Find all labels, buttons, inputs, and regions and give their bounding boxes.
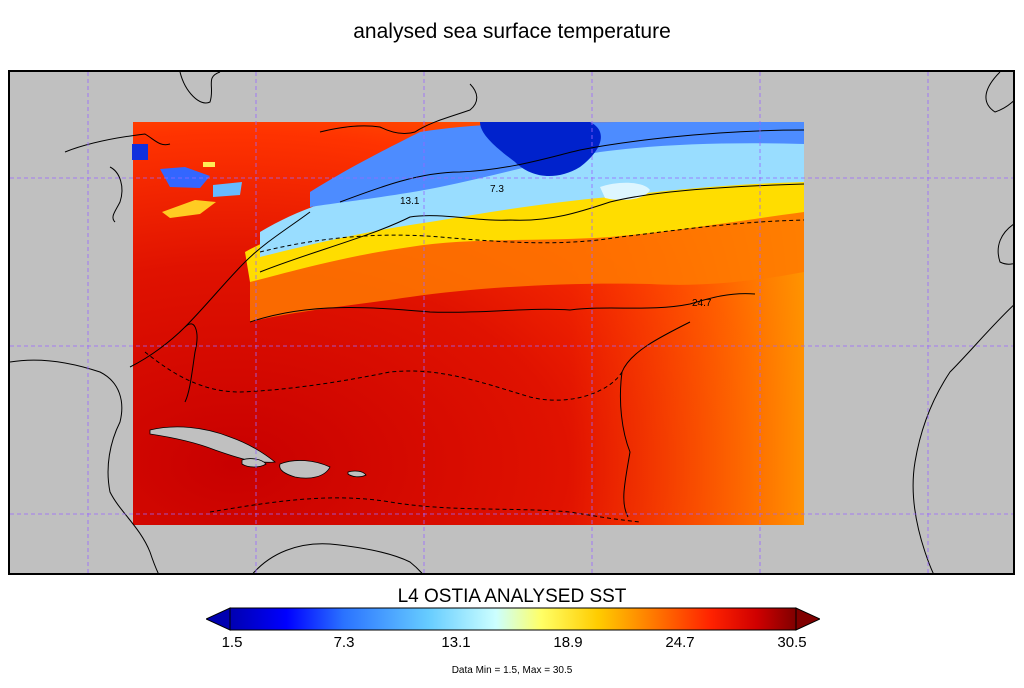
sst-blue-band — [310, 122, 804, 207]
map-panel[interactable]: 7.3 13.1 24.7 — [8, 70, 1015, 575]
coastline-iberia — [997, 224, 1013, 265]
coastline-africa — [912, 305, 1013, 573]
colorbar-gradient — [229, 607, 797, 631]
coastline-north-america — [179, 72, 221, 104]
lake-superior-sst — [132, 144, 148, 160]
contour-warm-inner — [144, 351, 623, 401]
sst-map: 7.3 13.1 24.7 — [10, 72, 1013, 573]
island-puerto-rico — [347, 470, 367, 478]
island-hispaniola — [279, 460, 331, 479]
colorbar-tick-label: 30.5 — [777, 634, 807, 651]
coastline-us-east — [184, 211, 311, 328]
island-cuba — [149, 426, 277, 463]
contour-label-13-1: 13.1 — [400, 196, 420, 207]
contour-13-1 — [259, 183, 805, 273]
colorbar-tick-label: 1.5 — [221, 634, 243, 651]
sst-deep-blue-core — [480, 122, 601, 177]
contour-mid — [259, 219, 805, 253]
coastline-south-america — [252, 543, 423, 573]
contour-label-7-3: 7.3 — [490, 184, 504, 195]
colorbar-title: L4 OSTIA ANALYSED SST — [397, 586, 627, 607]
colorbar-overflow-arrow — [795, 607, 820, 631]
colorbar-tick-label: 7.3 — [333, 634, 355, 651]
colorbar-tick-label: 18.9 — [553, 634, 583, 651]
sst-cyan-band — [260, 141, 804, 257]
contour-24-7 — [249, 293, 756, 323]
lake-michigan-sst — [160, 167, 210, 188]
lake-erie-sst — [162, 200, 216, 218]
coastline-great-lakes — [64, 133, 171, 153]
coastline-europe — [985, 72, 1013, 113]
sst-cold-patch — [600, 182, 650, 200]
coastline-labrador — [319, 83, 478, 135]
island-jamaica — [241, 458, 267, 468]
lake-ontario-sst — [203, 162, 215, 167]
coastline-central-america — [10, 359, 159, 573]
contour-24-7-south — [619, 321, 691, 518]
coastline-florida — [129, 323, 198, 403]
contour-7-3 — [339, 129, 805, 203]
colorbar-tick-label: 13.1 — [441, 634, 471, 651]
contour-south — [209, 497, 641, 523]
colorbar — [206, 607, 820, 631]
lake-huron-sst — [213, 182, 242, 197]
colorbar-underflow-arrow — [206, 607, 231, 631]
contour-label-24-7: 24.7 — [692, 298, 712, 309]
colorbar-tick-label: 24.7 — [665, 634, 695, 651]
coastline-michigan — [109, 166, 123, 223]
chart-title: analysed sea surface temperature — [353, 20, 671, 43]
data-min-max: Data Min = 1.5, Max = 30.5 — [451, 665, 573, 676]
sst-yellow-band — [245, 172, 804, 282]
